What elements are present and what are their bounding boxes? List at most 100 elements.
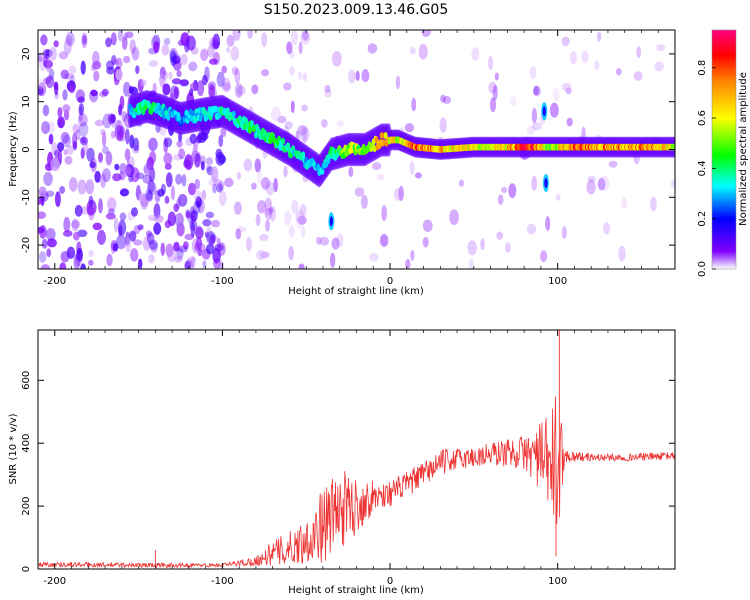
spectrogram-noise-blob: [68, 177, 78, 192]
spectrogram-noise-blob: [227, 39, 232, 46]
spectrogram-ridge-core: [253, 131, 258, 139]
spectrogram-noise-blob: [256, 249, 266, 261]
snr-x-tick-label-0: -200: [43, 576, 66, 587]
spectrogram-noise-blob: [173, 203, 180, 213]
spectrogram-y-axis-label: Frequency (Hz): [8, 111, 19, 187]
spectrogram-noise-blob: [171, 78, 182, 85]
spectrogram-noise-blob: [138, 193, 144, 203]
spectrogram-noise-blob: [670, 178, 675, 189]
spectrogram-noise-blob: [288, 246, 295, 261]
spectrogram-noise-blob: [533, 85, 540, 96]
spectrogram-noise-blob: [200, 48, 209, 62]
spectrogram-noise-blob: [496, 231, 504, 240]
spectrogram-noise-blob: [53, 81, 59, 90]
spectrogram-noise-blob: [205, 226, 213, 241]
spectrogram-noise-blob: [45, 75, 55, 89]
spectrogram-noise-blob: [38, 52, 46, 63]
spectrogram-noise-blob: [89, 89, 99, 103]
spectrogram-ridge-core: [137, 108, 142, 116]
spectrogram-noise-blob: [71, 218, 79, 232]
spectrogram-noise-blob: [53, 40, 59, 48]
spectrogram-noise-blob: [532, 122, 542, 131]
spectrogram-noise-blob: [500, 186, 508, 194]
spectrogram-noise-blob: [81, 32, 88, 49]
spectrogram-noise-blob: [143, 163, 150, 177]
spectrogram-noise-blob: [189, 219, 198, 231]
colorbar-ticks: 0.0 0.2 0.4 0.6 0.8: [697, 60, 716, 277]
spectrogram-noise-blob: [545, 216, 551, 231]
spectrogram-noise-blob: [75, 129, 81, 141]
spectrogram-noise-blob: [189, 206, 196, 222]
spectrogram-noise-blob: [231, 66, 239, 76]
spectrogram-noise-blob: [80, 60, 86, 75]
spectrogram-spike-core-0: [542, 106, 546, 117]
spectrogram-noise-blob: [105, 151, 113, 166]
spectrogram-noise-blob: [243, 158, 253, 172]
spectrogram-noise-blob: [97, 152, 104, 163]
spectrogram-noise-blob: [82, 140, 89, 155]
spectrogram-ridge-core: [190, 109, 195, 117]
spectrogram-noise-blob: [206, 45, 216, 58]
spectrogram-noise-blob: [121, 111, 128, 123]
spectrogram-noise-blob: [146, 232, 155, 245]
spectrogram-spike-core-2: [329, 216, 333, 227]
spectrogram-noise-blob: [422, 219, 433, 233]
spectrogram-noise-blob: [295, 215, 304, 230]
spectrogram-noise-blob: [79, 136, 89, 146]
spectrogram-noise-blob: [254, 158, 262, 173]
spectrogram-ridge-core: [198, 114, 203, 122]
snr-y-axis-label: SNR (10 * v/v): [8, 413, 19, 484]
spectrogram-noise-blob: [210, 234, 216, 244]
spectrogram-noise-blob: [264, 207, 273, 220]
spectrogram-noise-blob: [324, 84, 331, 93]
spectrogram-noise-blob: [235, 228, 242, 240]
spectrogram-noise-blob: [205, 165, 211, 172]
spectrogram-noise-blob: [175, 198, 181, 209]
spectrogram-noise-blob: [284, 121, 293, 130]
spectrogram-noise-blob: [206, 231, 216, 245]
spectrogram-noise-blob: [195, 225, 203, 234]
spectrogram-noise-blob: [147, 181, 157, 196]
spectrogram-noise-blob: [113, 243, 119, 252]
spectrogram-x-tick-label-3: 100: [548, 276, 567, 287]
spectrogram-noise-blob: [105, 37, 112, 48]
spectrogram-noise-blob: [201, 74, 208, 86]
spectrogram-noise-blob: [488, 81, 497, 94]
spectrogram-noise-blob: [442, 95, 452, 104]
spectrogram-noise-blob: [97, 229, 106, 245]
spectrogram-noise-blob: [130, 248, 139, 262]
spectrogram-noise-blob: [173, 241, 180, 252]
snr-y-tick-label-1: 200: [21, 497, 32, 516]
spectrogram-noise-blob: [128, 230, 137, 242]
spectrogram-noise-blob: [367, 43, 378, 54]
spectrogram-noise-blob: [596, 31, 602, 42]
spectrogram-noise-blob: [471, 47, 480, 62]
spectrogram-noise-blob: [480, 238, 485, 251]
spectrogram-noise-blob: [395, 75, 401, 90]
spectrogram-noise-blob: [300, 226, 306, 238]
spectrogram-y-tick-label-3: 10: [21, 95, 32, 108]
spectrogram-x-tick-label-0: -200: [43, 276, 66, 287]
spectrogram-noise-blob: [259, 233, 269, 242]
spectrogram-noise-blob: [40, 34, 48, 46]
spectrogram-noise-blob: [361, 69, 370, 83]
spectrogram-noise-blob: [211, 219, 221, 228]
spectrogram-ridge-core: [231, 110, 236, 118]
spectrogram-noise-blob: [566, 117, 573, 127]
spectrogram-noise-blob: [381, 205, 387, 222]
spectrogram-noise-blob: [321, 119, 328, 128]
spectrogram-noise-blob: [93, 70, 100, 82]
spectrogram-noise-blob: [209, 58, 218, 65]
spectrogram-noise-blob: [167, 211, 177, 227]
spectrogram-noise-blob: [163, 152, 173, 165]
spectrogram-noise-blob: [615, 67, 622, 76]
spectrogram-noise-blob: [72, 140, 78, 151]
spectrogram-noise-blob: [260, 251, 270, 259]
spectrogram-noise-blob: [324, 89, 332, 98]
spectrogram-noise-blob: [110, 32, 117, 46]
spectrogram-noise-blob: [102, 131, 107, 147]
spectrogram-noise-blob: [319, 236, 330, 246]
colorbar-tick-label-2: 0.4: [697, 160, 708, 176]
spectrogram-noise-blob: [205, 243, 215, 255]
